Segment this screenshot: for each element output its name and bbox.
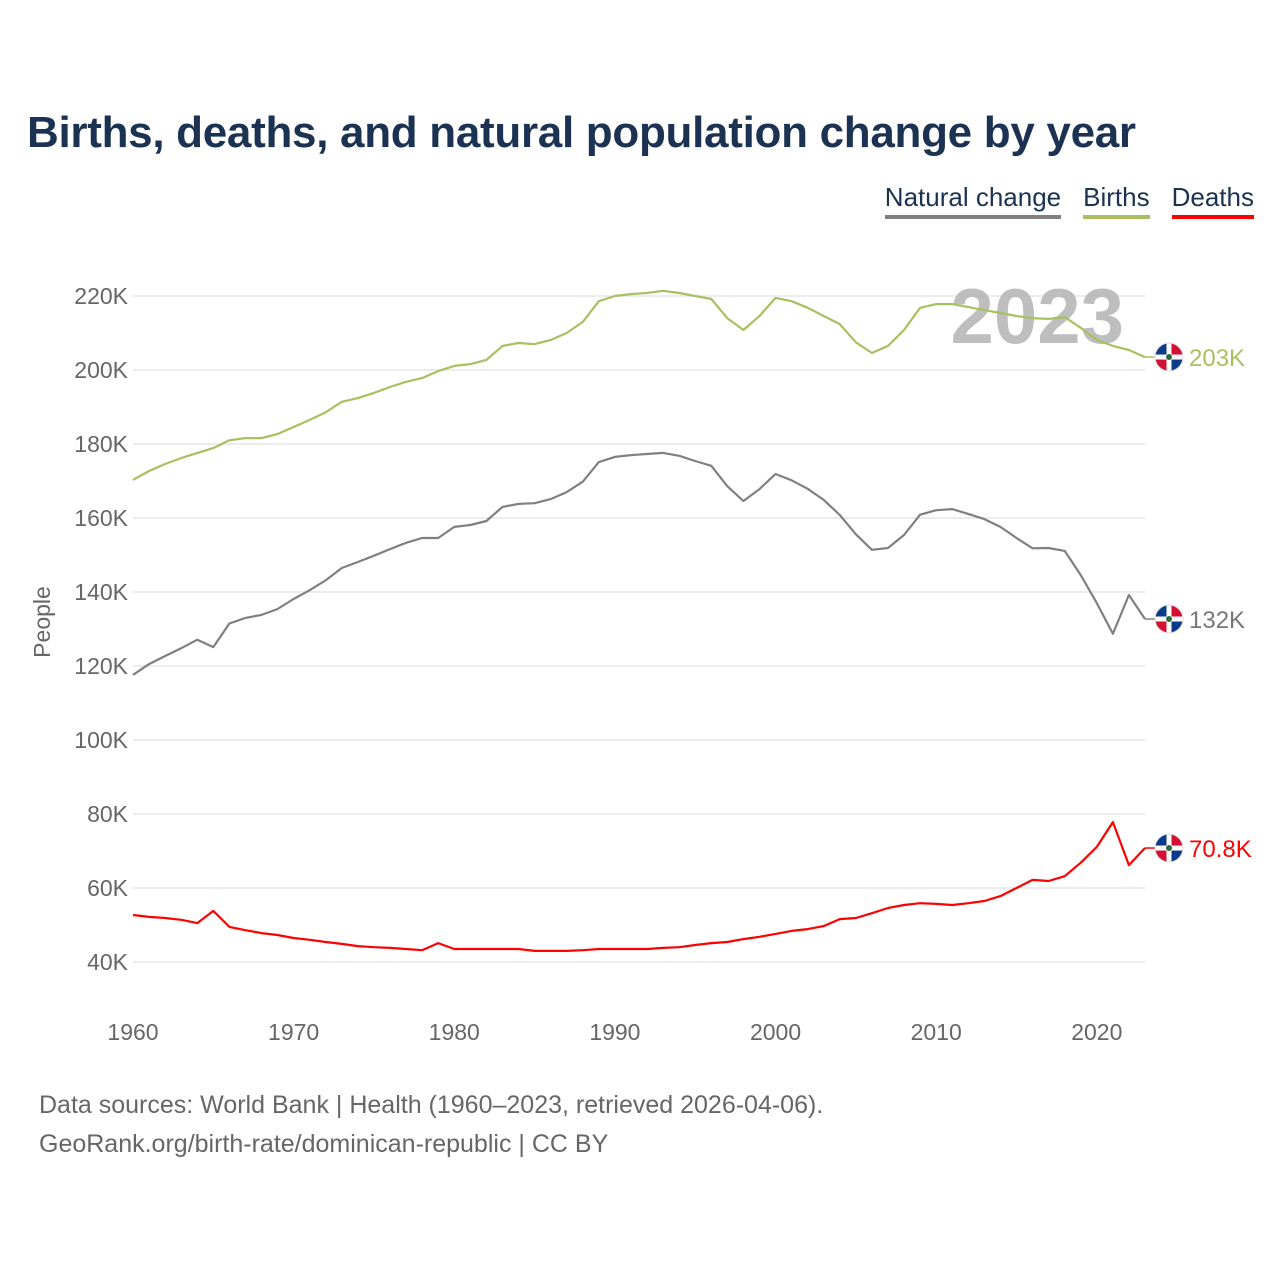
x-tick-label: 1990 bbox=[589, 1019, 640, 1045]
y-tick-label: 140K bbox=[74, 579, 128, 605]
legend-births[interactable]: Births bbox=[1083, 182, 1150, 219]
dominican-republic-flag-icon bbox=[1154, 342, 1184, 372]
y-axis-label: People bbox=[29, 586, 55, 658]
data-source-text: Data sources: World Bank | Health (1960–… bbox=[39, 1091, 824, 1119]
y-tick-label: 80K bbox=[87, 801, 129, 827]
y-tick-label: 160K bbox=[74, 505, 128, 531]
y-tick-label: 120K bbox=[74, 653, 128, 679]
attribution-link[interactable]: GeoRank.org/birth-rate/dominican-republi… bbox=[39, 1130, 609, 1158]
deaths-line[interactable] bbox=[132, 820, 1146, 953]
gridlines bbox=[133, 295, 1145, 963]
footer: Data sources: World Bank | Health (1960–… bbox=[39, 1086, 823, 1164]
y-tick-label: 180K bbox=[74, 431, 128, 457]
legend: Natural change Births Deaths bbox=[884, 182, 1254, 219]
births-end-label: 203K bbox=[1189, 345, 1245, 372]
x-tick-label: 1980 bbox=[429, 1019, 480, 1045]
y-tick-label: 100K bbox=[74, 727, 128, 753]
series-end-markers: 132K 203K 70.8K bbox=[1145, 342, 1252, 863]
year-watermark: 2023 bbox=[950, 272, 1124, 360]
births-line[interactable] bbox=[132, 289, 1146, 481]
dominican-republic-flag-icon bbox=[1154, 833, 1184, 863]
legend-natural-change[interactable]: Natural change bbox=[884, 182, 1062, 219]
x-tick-label: 1960 bbox=[107, 1019, 158, 1045]
x-tick-label: 2010 bbox=[911, 1019, 962, 1045]
natural-change-end-label: 132K bbox=[1189, 607, 1245, 634]
y-tick-label: 220K bbox=[74, 283, 128, 309]
x-tick-label: 1970 bbox=[268, 1019, 319, 1045]
series-lines bbox=[132, 289, 1146, 953]
y-tick-label: 200K bbox=[74, 357, 128, 383]
y-axis-ticks: 40K 60K 80K 100K 120K 140K 160K 180K 200K 220K bbox=[74, 283, 128, 975]
y-tick-label: 40K bbox=[87, 949, 129, 975]
y-tick-label: 60K bbox=[87, 875, 129, 901]
chart-title: Births, deaths, and natural population c… bbox=[27, 108, 1136, 157]
deaths-end-label: 70.8K bbox=[1189, 836, 1252, 863]
x-tick-label: 2000 bbox=[750, 1019, 801, 1045]
dominican-republic-flag-icon bbox=[1154, 604, 1184, 634]
x-tick-label: 2020 bbox=[1071, 1019, 1122, 1045]
legend-deaths[interactable]: Deaths bbox=[1171, 182, 1254, 219]
x-axis-ticks: 1960 1970 1980 1990 2000 2010 2020 bbox=[107, 1019, 1122, 1045]
natural-change-line[interactable] bbox=[132, 451, 1146, 676]
